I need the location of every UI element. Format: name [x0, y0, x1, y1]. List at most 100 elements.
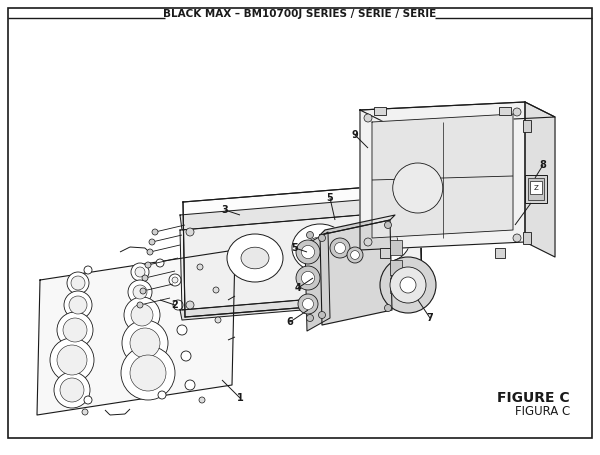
Text: 7: 7	[427, 313, 433, 323]
Circle shape	[301, 271, 314, 284]
Circle shape	[296, 266, 320, 290]
Circle shape	[82, 409, 88, 415]
Ellipse shape	[373, 230, 398, 250]
Polygon shape	[180, 290, 422, 320]
Text: Z: Z	[533, 185, 538, 191]
Circle shape	[186, 228, 194, 236]
Circle shape	[513, 108, 521, 116]
Circle shape	[301, 245, 314, 258]
Text: 2: 2	[172, 300, 178, 310]
Polygon shape	[37, 250, 235, 415]
Circle shape	[54, 372, 90, 408]
Circle shape	[335, 243, 346, 253]
Bar	[525, 175, 547, 203]
Bar	[390, 260, 402, 275]
Circle shape	[142, 275, 148, 281]
Circle shape	[404, 214, 412, 222]
Bar	[495, 248, 505, 258]
Bar	[374, 107, 386, 115]
Polygon shape	[320, 220, 392, 325]
Circle shape	[169, 274, 181, 286]
Circle shape	[385, 304, 392, 312]
Circle shape	[133, 285, 147, 299]
Text: FIGURA C: FIGURA C	[515, 405, 570, 418]
Circle shape	[57, 312, 93, 348]
Bar	[499, 107, 511, 115]
Circle shape	[69, 296, 87, 314]
Circle shape	[385, 222, 392, 228]
Circle shape	[145, 262, 151, 268]
Ellipse shape	[292, 224, 348, 272]
Polygon shape	[320, 215, 395, 235]
Circle shape	[393, 163, 443, 213]
Circle shape	[131, 263, 149, 281]
Circle shape	[307, 314, 314, 322]
Circle shape	[350, 251, 359, 259]
Circle shape	[513, 234, 521, 242]
Circle shape	[156, 259, 164, 267]
Circle shape	[135, 267, 145, 277]
Circle shape	[149, 239, 155, 245]
Polygon shape	[305, 232, 330, 331]
Circle shape	[71, 276, 85, 290]
Polygon shape	[183, 183, 422, 317]
Text: FIGURE C: FIGURE C	[497, 391, 570, 405]
Text: 1: 1	[236, 393, 244, 403]
Bar	[390, 240, 402, 255]
Text: 5: 5	[326, 193, 334, 203]
Circle shape	[84, 396, 92, 404]
Circle shape	[64, 291, 92, 319]
Circle shape	[177, 325, 187, 335]
Text: 8: 8	[539, 160, 547, 170]
Circle shape	[307, 232, 314, 238]
Circle shape	[63, 318, 87, 342]
Circle shape	[130, 328, 160, 358]
Circle shape	[390, 267, 426, 303]
Text: 5: 5	[292, 243, 298, 253]
Ellipse shape	[306, 237, 334, 259]
Circle shape	[137, 302, 143, 308]
Bar	[528, 178, 544, 200]
Bar	[523, 232, 531, 244]
Circle shape	[319, 234, 325, 242]
Circle shape	[152, 229, 158, 235]
Circle shape	[128, 280, 152, 304]
Polygon shape	[525, 102, 555, 257]
Circle shape	[302, 298, 314, 309]
Polygon shape	[372, 114, 513, 238]
Circle shape	[364, 238, 372, 246]
Circle shape	[50, 338, 94, 382]
Circle shape	[215, 317, 221, 323]
Circle shape	[147, 249, 153, 255]
Circle shape	[140, 288, 146, 294]
Polygon shape	[180, 210, 422, 310]
Text: BLACK MAX – BM10700J SERIES / SÉRIE / SERIE: BLACK MAX – BM10700J SERIES / SÉRIE / SE…	[163, 7, 437, 19]
Polygon shape	[360, 102, 525, 250]
Circle shape	[122, 320, 168, 366]
Ellipse shape	[360, 218, 410, 262]
Bar	[380, 248, 390, 258]
Circle shape	[124, 297, 160, 333]
Circle shape	[404, 284, 412, 292]
Ellipse shape	[241, 247, 269, 269]
Circle shape	[330, 238, 350, 258]
Circle shape	[185, 380, 195, 390]
Polygon shape	[180, 195, 422, 230]
Circle shape	[181, 351, 191, 361]
Text: 6: 6	[287, 317, 293, 327]
Circle shape	[199, 397, 205, 403]
Circle shape	[121, 346, 175, 400]
Circle shape	[60, 378, 84, 402]
Circle shape	[158, 391, 166, 399]
Circle shape	[130, 355, 166, 391]
Bar	[530, 181, 542, 194]
Circle shape	[298, 294, 318, 314]
Text: 4: 4	[295, 283, 301, 293]
Circle shape	[172, 277, 178, 283]
Text: 3: 3	[221, 205, 229, 215]
Text: 9: 9	[352, 130, 358, 140]
Circle shape	[400, 277, 416, 293]
Circle shape	[131, 304, 153, 326]
Circle shape	[186, 301, 194, 309]
Circle shape	[380, 257, 436, 313]
